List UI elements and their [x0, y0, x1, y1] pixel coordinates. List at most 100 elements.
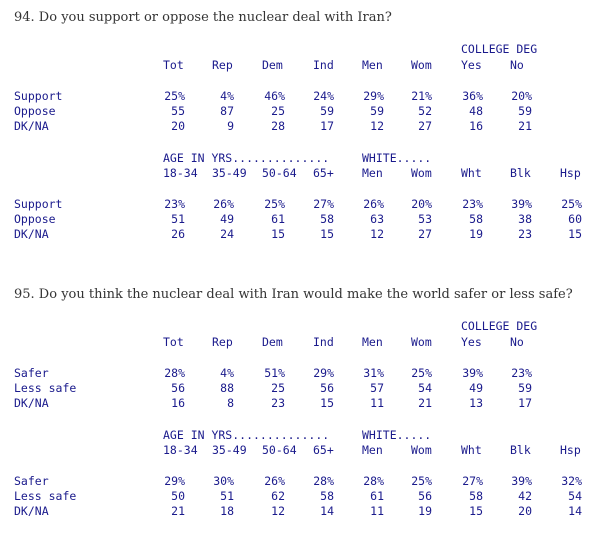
table-cell: 60 [568, 212, 582, 226]
column-header: Wom [411, 166, 432, 180]
table-cell: 36% [462, 89, 483, 103]
column-header: Men [362, 58, 383, 72]
column-header: No [510, 58, 524, 72]
table-cell: 53 [418, 212, 432, 226]
table-cell: 21 [418, 396, 432, 410]
table-cell: 87 [220, 104, 234, 118]
table-cell: 19 [418, 504, 432, 518]
table-cell: 56 [171, 381, 185, 395]
table-cell: 23 [271, 396, 285, 410]
table-cell: 11 [370, 504, 384, 518]
group-header-college: COLLEGE DEG [461, 319, 538, 333]
table-cell: 11 [370, 396, 384, 410]
table-cell: 20% [411, 197, 432, 211]
table-cell: 12 [370, 227, 384, 241]
table-cell: 8 [227, 396, 234, 410]
table-cell: 51 [171, 212, 185, 226]
table-cell: 23% [511, 366, 532, 380]
column-header: Wom [411, 443, 432, 457]
table-cell: 15 [271, 227, 285, 241]
table-cell: 61 [370, 489, 384, 503]
table-cell: 32% [561, 474, 582, 488]
table-cell: 27% [462, 474, 483, 488]
table-cell: 88 [220, 381, 234, 395]
column-header: No [510, 335, 524, 349]
group-header-white: WHITE..... [362, 428, 432, 442]
table-cell: 29% [164, 474, 185, 488]
column-header: Men [362, 166, 383, 180]
column-header: Rep [212, 335, 233, 349]
column-header: Yes [461, 58, 482, 72]
column-header: Rep [212, 58, 233, 72]
table-cell: 52 [418, 104, 432, 118]
row-label: Safer [14, 474, 49, 488]
table-cell: 20 [518, 504, 532, 518]
table-cell: 46% [264, 89, 285, 103]
table-cell: 25% [164, 89, 185, 103]
table-cell: 19 [469, 227, 483, 241]
table-cell: 49 [220, 212, 234, 226]
column-header: 50-64 [262, 443, 297, 457]
row-label: Support [14, 197, 63, 211]
table-cell: 39% [511, 197, 532, 211]
table-cell: 21 [518, 119, 532, 133]
table-cell: 58 [469, 489, 483, 503]
group-header-age: AGE IN YRS.............. [163, 428, 330, 442]
table-cell: 14 [320, 504, 334, 518]
table-cell: 17 [518, 396, 532, 410]
column-header: Blk [510, 443, 531, 457]
table-cell: 27 [418, 227, 432, 241]
table-cell: 58 [320, 489, 334, 503]
table-cell: 59 [370, 104, 384, 118]
column-header: 65+ [313, 443, 334, 457]
column-header: Dem [262, 58, 283, 72]
group-header-white: WHITE..... [362, 151, 432, 165]
table-cell: 23 [518, 227, 532, 241]
table-cell: 49 [469, 381, 483, 395]
table-cell: 57 [370, 381, 384, 395]
table-cell: 15 [320, 396, 334, 410]
table-cell: 16 [171, 396, 185, 410]
table-cell: 16 [469, 119, 483, 133]
table-cell: 56 [418, 489, 432, 503]
table-cell: 25% [264, 197, 285, 211]
table-cell: 50 [171, 489, 185, 503]
table-cell: 25% [561, 197, 582, 211]
table-cell: 24 [220, 227, 234, 241]
table-cell: 13 [469, 396, 483, 410]
column-header: Wom [411, 58, 432, 72]
table-cell: 51% [264, 366, 285, 380]
row-label: Less safe [14, 381, 77, 395]
column-header: Hsp [560, 443, 581, 457]
table-cell: 24% [313, 89, 334, 103]
table-cell: 4% [220, 366, 234, 380]
table-cell: 30% [213, 474, 234, 488]
table-cell: 14 [568, 504, 582, 518]
table-cell: 4% [220, 89, 234, 103]
table-cell: 28% [164, 366, 185, 380]
table-cell: 31% [363, 366, 384, 380]
table-cell: 62 [271, 489, 285, 503]
table-cell: 20 [171, 119, 185, 133]
table-cell: 15 [469, 504, 483, 518]
table-cell: 48 [469, 104, 483, 118]
row-label: Safer [14, 366, 49, 380]
table-cell: 29% [313, 366, 334, 380]
table-cell: 26 [171, 227, 185, 241]
table-cell: 63 [370, 212, 384, 226]
table-cell: 25 [271, 381, 285, 395]
table-cell: 15 [568, 227, 582, 241]
row-label: DK/NA [14, 119, 49, 133]
column-header: 65+ [313, 166, 334, 180]
row-label: DK/NA [14, 227, 49, 241]
table-cell: 12 [370, 119, 384, 133]
table-cell: 38 [518, 212, 532, 226]
table-cell: 42 [518, 489, 532, 503]
table-cell: 12 [271, 504, 285, 518]
table-cell: 54 [568, 489, 582, 503]
table-cell: 25% [411, 474, 432, 488]
table-cell: 61 [271, 212, 285, 226]
column-header: Ind [313, 58, 334, 72]
column-header: 35-49 [212, 443, 247, 457]
table-cell: 27 [418, 119, 432, 133]
